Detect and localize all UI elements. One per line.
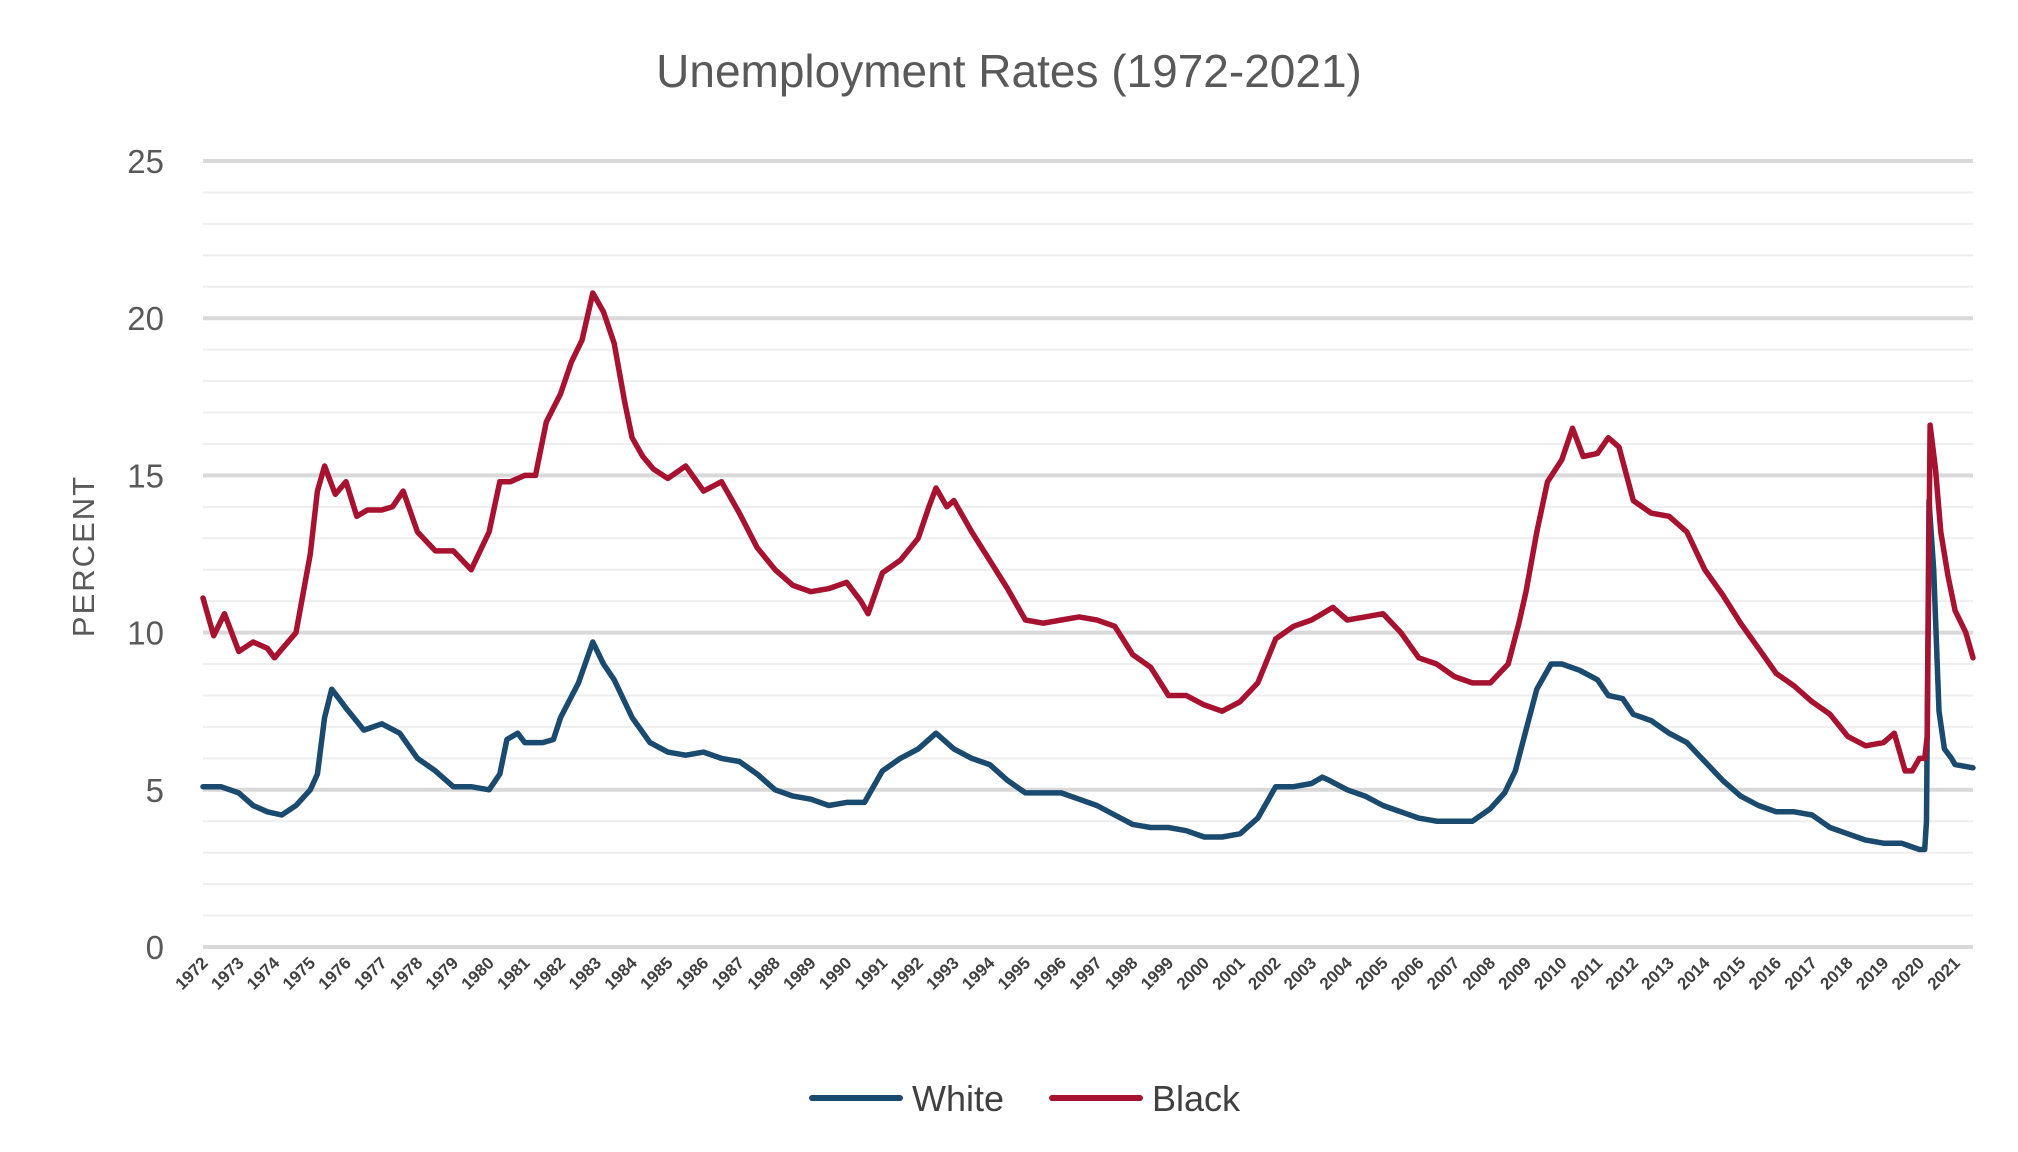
x-tick-label: 1973	[207, 953, 247, 993]
x-tick-label: 1990	[815, 953, 855, 993]
x-tick-label: 2003	[1280, 953, 1320, 993]
series-line-black	[200, 290, 1976, 774]
x-tick-label: 2021	[1924, 953, 1964, 993]
x-tick-label: 1995	[994, 953, 1034, 993]
y-tick-label: 10	[127, 615, 164, 652]
y-tick-label: 15	[127, 457, 164, 494]
x-tick-label: 2015	[1709, 953, 1749, 993]
x-tick-label: 2010	[1530, 953, 1570, 993]
x-tick-label: 1994	[958, 953, 999, 994]
x-tick-label: 1988	[744, 953, 784, 993]
series-layer	[200, 290, 1976, 853]
x-tick-label: 1985	[636, 953, 676, 993]
x-axis-ticks: 1972197319741975197619771978197919801981…	[172, 953, 1964, 994]
legend: White Black	[809, 1078, 1241, 1119]
series-line-white	[200, 497, 1976, 853]
x-tick-label: 2000	[1173, 953, 1213, 993]
x-tick-label: 1999	[1137, 953, 1177, 993]
x-tick-label: 1974	[243, 953, 284, 994]
x-tick-label: 1977	[350, 953, 390, 993]
x-tick-label: 2018	[1816, 953, 1856, 993]
x-tick-label: 2005	[1352, 953, 1392, 993]
x-tick-label: 1986	[672, 953, 712, 993]
x-tick-label: 1976	[315, 953, 355, 993]
x-tick-label: 1983	[565, 953, 605, 993]
x-tick-label: 1998	[1101, 953, 1141, 993]
x-tick-label: 1979	[422, 953, 462, 993]
x-tick-label: 2002	[1244, 953, 1284, 993]
x-tick-label: 1972	[172, 953, 212, 993]
x-tick-label: 1984	[601, 953, 642, 994]
x-tick-label: 2007	[1423, 953, 1463, 993]
x-tick-label: 1975	[279, 953, 319, 993]
y-tick-label: 0	[146, 929, 164, 966]
x-tick-label: 2020	[1888, 953, 1928, 993]
x-tick-label: 2006	[1387, 953, 1427, 993]
x-tick-label: 1993	[923, 953, 963, 993]
gridlines	[203, 159, 1973, 949]
y-axis-label: PERCENT	[66, 475, 101, 637]
y-tick-label: 25	[127, 143, 164, 180]
x-tick-label: 2016	[1745, 953, 1785, 993]
x-tick-label: 1981	[493, 953, 533, 993]
x-tick-label: 1982	[529, 953, 569, 993]
y-axis-ticks: 0 5 10 15 20 25	[127, 143, 164, 966]
y-tick-label: 5	[146, 772, 164, 809]
x-tick-label: 1997	[1066, 953, 1106, 993]
x-tick-label: 2004	[1316, 953, 1357, 994]
x-tick-label: 1989	[780, 953, 820, 993]
x-tick-label: 2011	[1567, 953, 1607, 993]
legend-label-white: White	[912, 1078, 1004, 1119]
x-tick-label: 2012	[1602, 953, 1642, 993]
x-tick-label: 2019	[1852, 953, 1892, 993]
chart-title: Unemployment Rates (1972-2021)	[656, 45, 1362, 97]
x-tick-label: 2013	[1638, 953, 1678, 993]
x-tick-label: 2008	[1459, 953, 1499, 993]
x-tick-label: 2009	[1495, 953, 1535, 993]
x-tick-label: 2001	[1209, 953, 1249, 993]
x-tick-label: 1992	[887, 953, 927, 993]
x-tick-label: 1978	[386, 953, 426, 993]
x-tick-label: 1987	[708, 953, 748, 993]
x-tick-label: 2017	[1781, 953, 1821, 993]
x-tick-label: 1980	[458, 953, 498, 993]
legend-label-black: Black	[1152, 1078, 1241, 1119]
x-tick-label: 1991	[851, 953, 891, 993]
y-tick-label: 20	[127, 300, 164, 337]
x-tick-label: 1996	[1030, 953, 1070, 993]
x-tick-label: 2014	[1673, 953, 1714, 994]
